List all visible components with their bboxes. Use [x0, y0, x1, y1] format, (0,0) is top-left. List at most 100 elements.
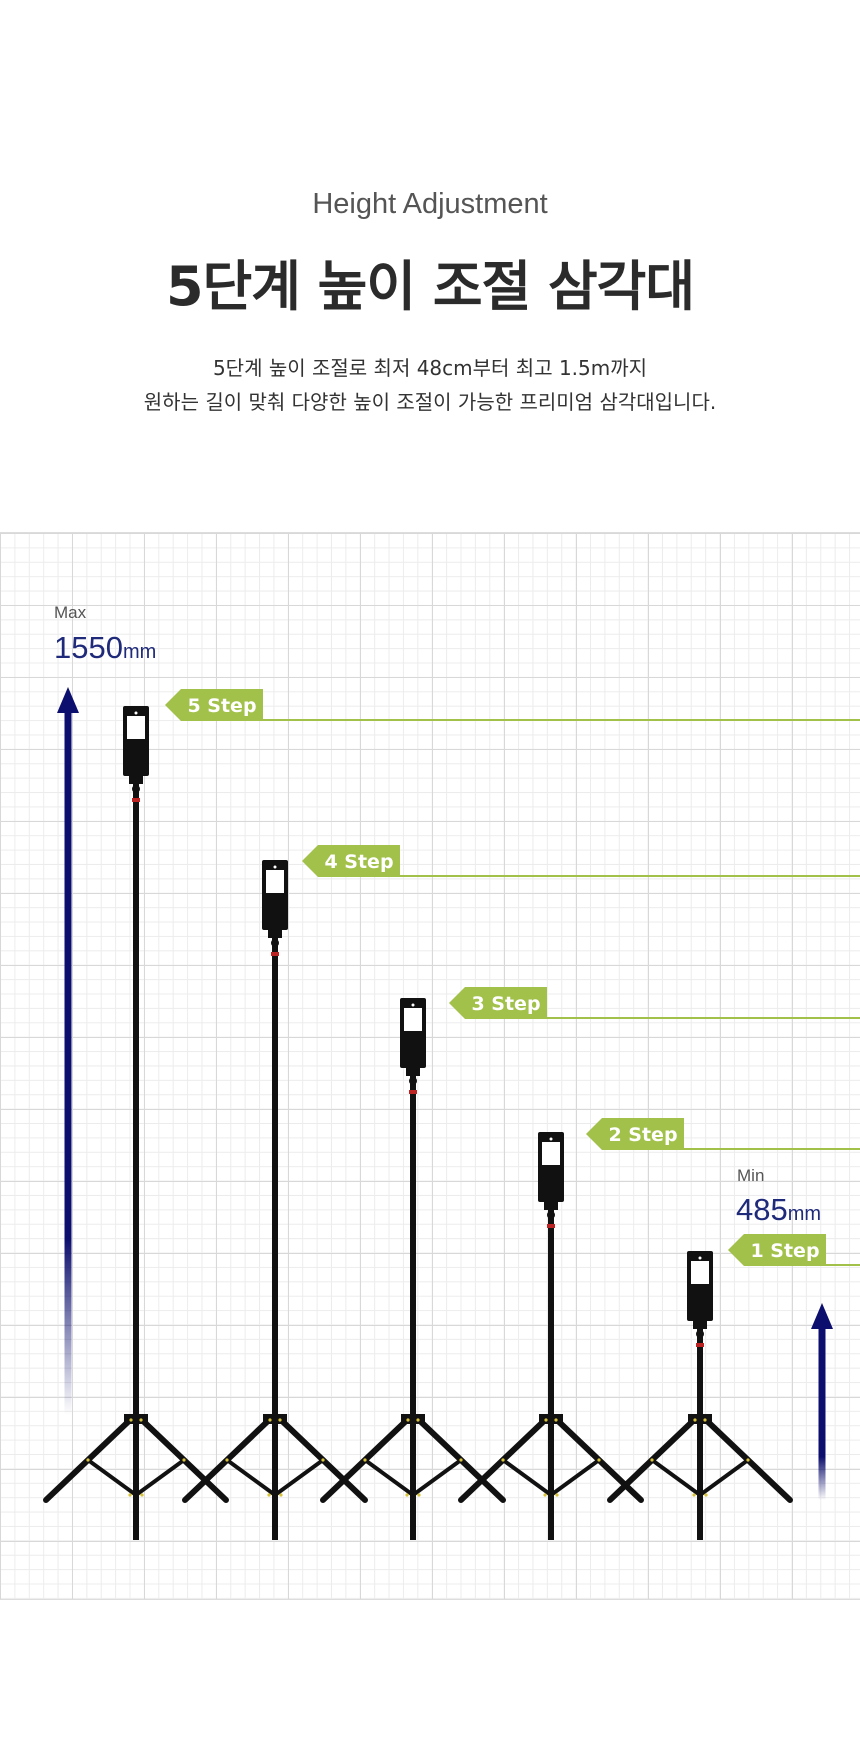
step-badge-shape: [728, 1234, 826, 1266]
step-badge-shape: [302, 845, 400, 877]
tripod-joint: [746, 1458, 750, 1462]
tripod-pole: [272, 935, 278, 1540]
tripod-red-ring: [132, 798, 140, 802]
description-line-2: 원하는 길이 맞춰 다양한 높이 조절이 가능한 프리미엄 삼각대입니다.: [143, 390, 717, 414]
step-label: 2 Step: [608, 1124, 677, 1146]
tripod-pole: [697, 1326, 703, 1540]
step-badge-1: 1 Step: [728, 1234, 860, 1266]
tripod-brace-right: [134, 1458, 186, 1497]
tripod-joint: [555, 1493, 559, 1497]
tripod-joint: [278, 1418, 282, 1422]
max-label: Max: [54, 603, 87, 622]
tripod-brace-left: [225, 1458, 277, 1497]
tripod-hub: [401, 1414, 425, 1424]
eyebrow-heading: Height Adjustment: [312, 188, 548, 220]
ball-head: [132, 785, 140, 793]
min-label: Min: [737, 1166, 765, 1185]
description-line-1: 5단계 높이 조절로 최저 48cm부터 최고 1.5m까지: [212, 356, 648, 380]
tripod-joint: [543, 1493, 547, 1497]
phone-holder-mount: [544, 1202, 558, 1210]
tripod-joint: [321, 1458, 325, 1462]
tripod-hub: [539, 1414, 563, 1424]
step-badge-4: 4 Step: [302, 845, 860, 877]
tripod-joint: [140, 1493, 144, 1497]
tripod-joint: [692, 1493, 696, 1497]
tripod-joint: [554, 1418, 558, 1422]
phone-holder-mount: [693, 1321, 707, 1329]
tripod-4: [182, 860, 368, 1540]
max-unit: mm: [122, 641, 157, 663]
tripod-joint: [406, 1418, 410, 1422]
tripod-joint: [139, 1418, 143, 1422]
ball-head: [409, 1077, 417, 1085]
min-arrow-head: [811, 1303, 833, 1329]
tripod-joint: [267, 1493, 271, 1497]
tripod-joint: [129, 1418, 133, 1422]
phone-holder-dot: [698, 1256, 702, 1260]
tripod-joint: [693, 1418, 697, 1422]
tripod-hub: [688, 1414, 712, 1424]
tripod-pole: [410, 1073, 416, 1540]
tripod-brace-right: [549, 1458, 601, 1497]
step-badge-2: 2 Step: [586, 1118, 860, 1150]
step-badge-shape: [449, 987, 547, 1019]
phone-holder-dot: [273, 865, 277, 869]
ball-head: [271, 939, 279, 947]
phone-holder-mount: [268, 930, 282, 938]
tripod-3: [320, 998, 506, 1540]
tripod-brace-left: [86, 1458, 138, 1497]
max-arrow-head: [57, 687, 79, 713]
tripod-joint: [268, 1418, 272, 1422]
tripod-joint: [544, 1418, 548, 1422]
step-label: 3 Step: [471, 993, 540, 1015]
tripod-joint: [279, 1493, 283, 1497]
tripod-joint: [128, 1493, 132, 1497]
phone-holder-window: [691, 1261, 709, 1284]
tripod-joint: [182, 1458, 186, 1462]
tripod-joint: [459, 1458, 463, 1462]
tripod-joint: [650, 1458, 654, 1462]
tripod-5: [43, 706, 229, 1540]
tripod-joint: [405, 1493, 409, 1497]
max-arrow-shaft: [64, 711, 72, 1415]
tripod-2: [458, 1132, 644, 1540]
tripod-joint: [416, 1418, 420, 1422]
tripod-brace-left: [363, 1458, 415, 1497]
phone-holder-window: [127, 716, 145, 739]
phone-holder-dot: [411, 1003, 415, 1007]
min-value: 485: [736, 1192, 788, 1227]
phone-holder-mount: [129, 776, 143, 784]
tripod-red-ring: [696, 1343, 704, 1347]
tripod-joint: [704, 1493, 708, 1497]
tripod-hub: [124, 1414, 148, 1424]
tripod-joint: [597, 1458, 601, 1462]
tripod-joint: [363, 1458, 367, 1462]
step-badge-5: 5 Step: [165, 689, 860, 721]
step-badge-shape: [586, 1118, 684, 1150]
step-badge-shape: [165, 689, 263, 721]
max-height-value: 1550mm: [54, 630, 156, 666]
step-label: 5 Step: [187, 695, 256, 717]
step-badge-3: 3 Step: [449, 987, 860, 1019]
phone-holder-window: [542, 1142, 560, 1165]
tripod-brace-right: [273, 1458, 325, 1497]
min-unit: mm: [787, 1203, 822, 1225]
phone-holder-window: [266, 870, 284, 893]
tripod-joint: [86, 1458, 90, 1462]
min-arrow-shaft: [818, 1327, 826, 1500]
page-title: 5단계 높이 조절 삼각대: [165, 255, 695, 318]
step-label: 1 Step: [750, 1240, 819, 1262]
phone-holder-window: [404, 1008, 422, 1031]
phone-holder-dot: [134, 711, 138, 715]
tripod-joint: [703, 1418, 707, 1422]
max-value: 1550: [54, 630, 123, 665]
tripod-brace-left: [650, 1458, 702, 1497]
tripod-brace-right: [698, 1458, 750, 1497]
min-height-value: 485mm: [736, 1192, 821, 1228]
tripod-1: [607, 1251, 793, 1540]
phone-holder-mount: [406, 1068, 420, 1076]
tripod-red-ring: [271, 952, 279, 956]
tripod-red-ring: [547, 1224, 555, 1228]
step-label: 4 Step: [324, 851, 393, 873]
